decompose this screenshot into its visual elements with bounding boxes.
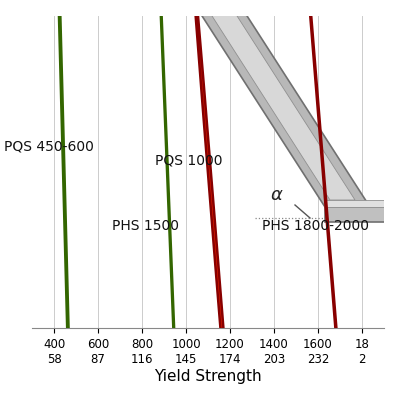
Polygon shape [205, 5, 355, 200]
Polygon shape [325, 200, 400, 207]
Polygon shape [195, 5, 370, 207]
Text: PQS 1000: PQS 1000 [155, 154, 222, 168]
Polygon shape [325, 207, 400, 222]
Text: PQS 450-600: PQS 450-600 [4, 139, 94, 153]
Ellipse shape [186, 0, 244, 400]
Text: PHS 1800-2000: PHS 1800-2000 [262, 219, 369, 233]
Text: $\alpha$: $\alpha$ [270, 186, 284, 204]
Ellipse shape [265, 0, 395, 400]
Ellipse shape [129, 0, 207, 400]
Text: PHS 1500: PHS 1500 [112, 219, 179, 233]
Ellipse shape [9, 0, 115, 400]
X-axis label: Yield Strength: Yield Strength [154, 368, 262, 384]
